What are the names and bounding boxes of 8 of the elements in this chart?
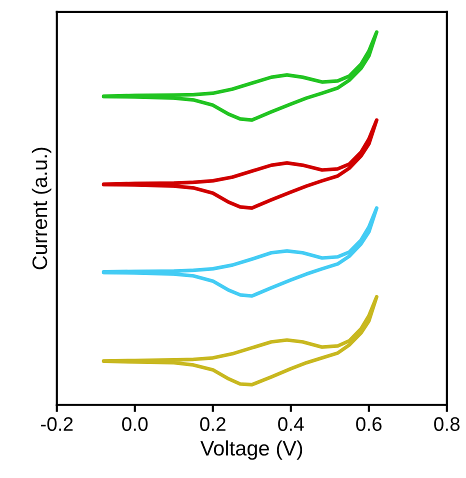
x-tick-label: -0.2	[40, 417, 73, 431]
x-tick-label: 0.0	[122, 417, 148, 431]
x-tick-label: 0.2	[200, 417, 226, 431]
x-tick-label: 0.6	[356, 417, 382, 431]
y-axis-title: Current (a.u.)	[32, 148, 52, 270]
x-axis-title: Voltage (V)	[200, 440, 302, 460]
x-tick-label: 0.4	[278, 417, 304, 431]
x-tick-label: 0.8	[434, 417, 460, 431]
